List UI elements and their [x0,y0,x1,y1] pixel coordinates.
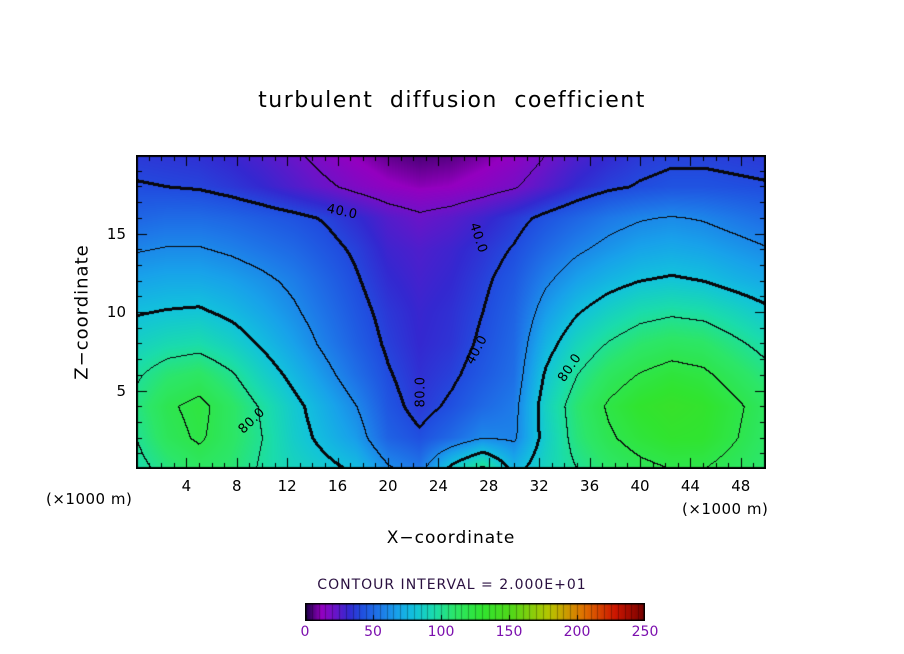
x-axis-label: X−coordinate [386,528,516,548]
contour-canvas [136,155,766,469]
x-tick-label: 12 [277,477,297,495]
y-tick-label: 15 [106,224,126,243]
colorbar-tick-label: 200 [563,624,591,640]
y-tick-label: 10 [106,303,126,321]
x-axis-tick-labels: 4 8 12 16 20 24 28 32 36 40 44 48 [136,477,766,497]
colorbar-tick-labels: 0 50 100 150 200 250 [301,624,659,642]
x-tick-label: 32 [529,477,549,495]
x-tick-label: 40 [630,477,650,495]
plot-title: turbulent diffusion coefficient [258,88,646,113]
x-tick-label: 20 [378,477,398,495]
colorbar-tick-label: 50 [364,624,382,640]
y-axis-label: Z−coordinate [71,244,93,380]
y-axis-unit: (×1000 m) [46,490,133,508]
plot-area: 40.0 40.0 40.0 80.0 80.0 80.0 [136,155,766,469]
x-tick-label: 44 [680,477,700,495]
x-tick-label: 4 [181,477,192,495]
contour-interval-note: CONTOUR INTERVAL = 2.000E+01 [317,577,587,593]
x-tick-label: 16 [328,477,348,495]
x-tick-label: 8 [232,477,242,495]
colorbar-tick-label: 0 [300,624,310,640]
colorbar-tick-label: 100 [427,624,455,640]
colorbar-canvas [305,603,645,621]
colorbar-tick-label: 150 [495,624,523,640]
colorbar [305,603,645,621]
x-axis-unit: (×1000 m) [682,500,769,518]
y-tick-label: 5 [116,381,126,400]
x-tick-label: 36 [580,477,600,495]
y-axis-tick-labels: 5 10 15 [96,155,130,469]
x-tick-label: 24 [428,477,448,495]
x-tick-label: 28 [479,477,499,495]
colorbar-tick-label: 250 [631,624,659,640]
x-tick-label: 48 [731,477,751,495]
